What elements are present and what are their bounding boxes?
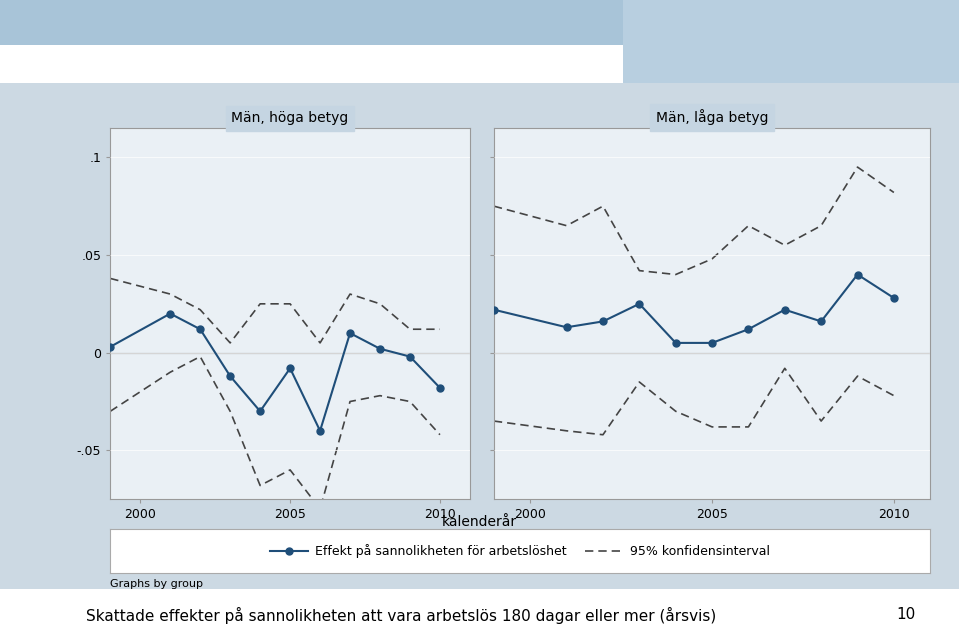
Text: Graphs by group: Graphs by group — [110, 579, 203, 589]
Title: Män, höga betyg: Män, höga betyg — [231, 111, 349, 125]
Legend: Effekt på sannolikheten för arbetslöshet, 95% konfidensinterval: Effekt på sannolikheten för arbetslöshet… — [265, 539, 776, 563]
Text: kalenderår: kalenderår — [442, 515, 517, 529]
Text: 10: 10 — [897, 607, 916, 621]
Text: Skattade effekter på sannolikheten att vara arbetslös 180 dagar eller mer (årsvi: Skattade effekter på sannolikheten att v… — [86, 607, 716, 624]
Title: Män, låga betyg: Män, låga betyg — [656, 109, 768, 125]
